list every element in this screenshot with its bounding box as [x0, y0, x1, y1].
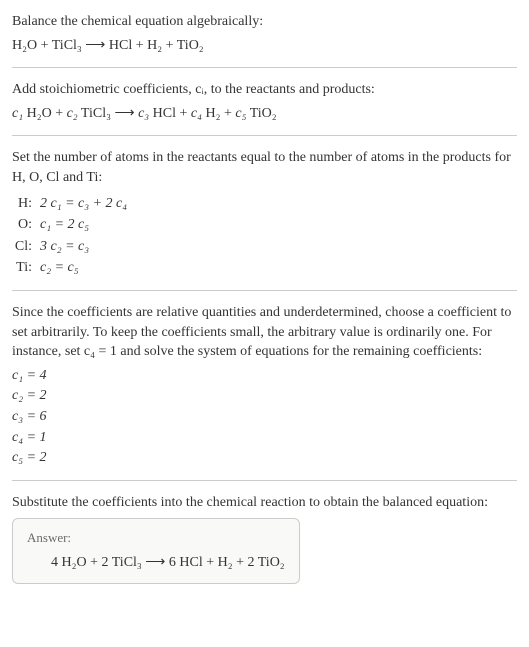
- r2: TiCl₃ ⟶: [78, 106, 138, 121]
- atom-label: O:: [12, 215, 40, 235]
- r3: HCl +: [149, 106, 191, 121]
- atom-table: H: 2 c₁ = c₃ + 2 c₄ O: c₁ = 2 c₅ Cl: 3 c…: [12, 194, 517, 278]
- atom-row: O: c₁ = 2 c₅: [12, 215, 517, 235]
- result-section: Substitute the coefficients into the che…: [12, 493, 517, 584]
- stoich-section: Add stoichiometric coefficients, cᵢ, to …: [12, 80, 517, 123]
- divider-4: [12, 480, 517, 481]
- result-text: Substitute the coefficients into the che…: [12, 493, 517, 513]
- r5: TiO₂: [246, 106, 276, 121]
- divider-2: [12, 135, 517, 136]
- atom-label: Ti:: [12, 258, 40, 278]
- atom-row: H: 2 c₁ = c₃ + 2 c₄: [12, 194, 517, 214]
- solve-text: Since the coefficients are relative quan…: [12, 303, 517, 362]
- coef-c2: c₂: [67, 106, 78, 121]
- coef-c3: c₃: [138, 106, 149, 121]
- coef-list: c₁ = 4 c₂ = 2 c₃ = 6 c₄ = 1 c₅ = 2: [12, 366, 517, 468]
- answer-label: Answer:: [27, 529, 285, 547]
- coef-item: c₃ = 6: [12, 407, 517, 427]
- stoich-equation: c₁ H₂O + c₂ TiCl₃ ⟶ c₃ HCl + c₄ H₂ + c₅ …: [12, 104, 517, 124]
- stoich-text: Add stoichiometric coefficients, cᵢ, to …: [12, 80, 517, 100]
- coef-item: c₅ = 2: [12, 448, 517, 468]
- coef-item: c₂ = 2: [12, 386, 517, 406]
- coef-c1: c₁: [12, 106, 23, 121]
- atom-equation: c₂ = c₅: [40, 258, 79, 278]
- r4: H₂ +: [202, 106, 235, 121]
- intro-section: Balance the chemical equation algebraica…: [12, 12, 517, 55]
- r1: H₂O +: [23, 106, 67, 121]
- divider-1: [12, 67, 517, 68]
- coef-c4: c₄: [191, 106, 202, 121]
- coef-item: c₄ = 1: [12, 428, 517, 448]
- atom-equation: 3 c₂ = c₃: [40, 237, 89, 257]
- intro-text: Balance the chemical equation algebraica…: [12, 12, 517, 32]
- divider-3: [12, 290, 517, 291]
- solve-section: Since the coefficients are relative quan…: [12, 303, 517, 468]
- atoms-section: Set the number of atoms in the reactants…: [12, 148, 517, 278]
- atom-row: Ti: c₂ = c₅: [12, 258, 517, 278]
- coef-item: c₁ = 4: [12, 366, 517, 386]
- answer-equation: 4 H₂O + 2 TiCl₃ ⟶ 6 HCl + H₂ + 2 TiO₂: [27, 553, 285, 573]
- atom-label: H:: [12, 194, 40, 214]
- atom-label: Cl:: [12, 237, 40, 257]
- atom-equation: 2 c₁ = c₃ + 2 c₄: [40, 194, 127, 214]
- intro-equation: H₂O + TiCl₃ ⟶ HCl + H₂ + TiO₂: [12, 36, 517, 56]
- atom-equation: c₁ = 2 c₅: [40, 215, 89, 235]
- coef-c5: c₅: [235, 106, 246, 121]
- atom-row: Cl: 3 c₂ = c₃: [12, 237, 517, 257]
- atoms-text: Set the number of atoms in the reactants…: [12, 148, 517, 187]
- answer-box: Answer: 4 H₂O + 2 TiCl₃ ⟶ 6 HCl + H₂ + 2…: [12, 518, 300, 584]
